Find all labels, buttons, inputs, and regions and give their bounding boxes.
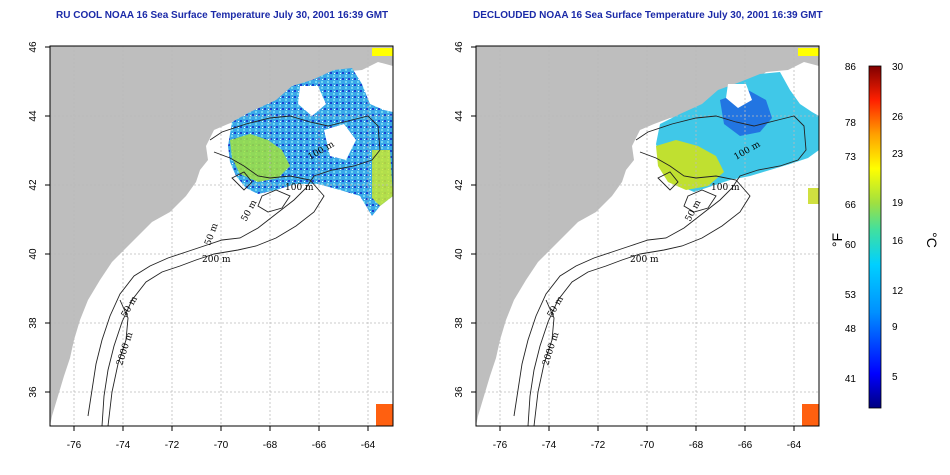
x-tick-label: -64 [787,440,802,451]
fahrenheit-tick-label: 53 [845,290,857,301]
y-tick-label: 38 [454,317,465,329]
land-mass [476,46,819,426]
celsius-tick-label: 9 [892,322,898,333]
warm-corner-patch [372,48,393,56]
y-tick-label: 38 [28,317,39,329]
bathymetry-contours [513,115,807,426]
y-tick-label: 40 [28,248,39,260]
y-tick-label: 44 [28,110,39,122]
fahrenheit-tick-label: 41 [845,374,857,385]
cloud-gap [298,86,326,116]
map-title-left: RU COOL NOAA 16 Sea Surface Temperature … [56,10,389,21]
celsius-tick-label: 30 [892,62,904,73]
x-tick-label: -76 [493,440,508,451]
fahrenheit-tick-label: 66 [845,200,857,211]
celsius-tick-label: 12 [892,286,904,297]
x-tick-label: -68 [263,440,278,451]
color-bar: 86 78 73 66 60 53 48 41 30 26 23 19 16 1… [829,62,940,409]
cloud-gap-2 [324,124,356,160]
x-tick-label: -66 [738,440,753,451]
x-tick-label: -70 [214,440,229,451]
celsius-tick-label: 26 [892,112,904,123]
x-tick-label: -70 [640,440,655,451]
celsius-unit-label: °C [924,232,940,248]
y-tick-label: 46 [28,41,39,53]
x-tick-label: -66 [312,440,327,451]
sst-warm-patch [656,140,724,190]
map-right: 100 m 100 m 50 m 200 m 50 m 2000 m -76 -… [454,41,820,451]
x-tick-label: -68 [689,440,704,451]
bathymetry-contours [87,115,381,426]
warm-edge-patch [808,188,819,204]
warm-corner-patch [798,48,819,56]
celsius-tick-label: 19 [892,198,904,209]
x-tick-label: -74 [542,440,557,451]
map-title-right: DECLOUDED NOAA 16 Sea Surface Temperatur… [473,10,823,21]
y-tick-label: 44 [454,110,465,122]
fahrenheit-tick-label: 73 [845,152,857,163]
fahrenheit-tick-label: 78 [845,118,857,129]
celsius-tick-label: 16 [892,236,904,247]
y-tick-label: 40 [454,248,465,260]
y-tick-label: 42 [28,179,39,191]
contour-label-200m: 200 m [630,255,659,265]
warm-gulfstream-patch [802,404,819,426]
celsius-tick-label: 23 [892,149,904,160]
x-tick-label: -72 [165,440,180,451]
fahrenheit-tick-label: 60 [845,240,857,251]
x-tick-label: -76 [67,440,82,451]
y-tick-label: 42 [454,179,465,191]
x-tick-label: -74 [116,440,131,451]
map-left: 50 m 100 m 100 m 50 m 200 m 50 m 2000 m … [28,41,394,451]
color-bar-gradient [868,65,882,409]
sst-warm-patch [230,134,290,182]
x-tick-label: -64 [361,440,376,451]
fahrenheit-unit-label: °F [829,233,845,247]
contour-label-100m-b: 100 m [711,183,740,193]
contour-label-200m: 200 m [202,255,231,265]
warm-gulfstream-patch [376,404,393,426]
y-tick-label: 46 [454,41,465,53]
celsius-tick-label: 5 [892,372,898,383]
contour-label-100m-a: 100 m [285,183,314,193]
sst-warm-patch-2 [372,150,393,206]
fahrenheit-tick-label: 48 [845,324,857,335]
land-mass [50,46,393,426]
y-tick-label: 36 [28,386,39,398]
x-tick-label: -72 [591,440,606,451]
fahrenheit-tick-label: 86 [845,62,857,73]
cloud-gap [726,84,752,108]
y-tick-label: 36 [454,386,465,398]
